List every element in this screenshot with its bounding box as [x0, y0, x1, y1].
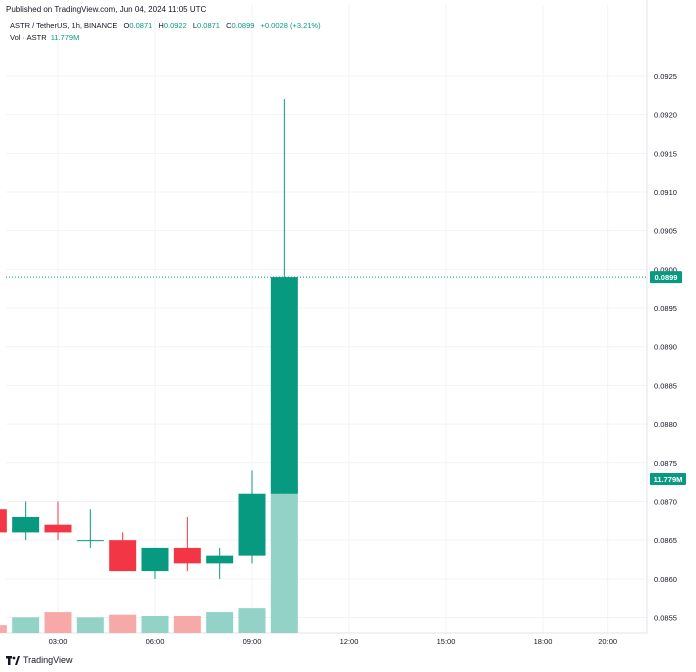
ohlc-values: O0.0871 H0.0922 L0.0871 C0.0899 +0.0028 … [123, 21, 321, 30]
volume-legend: Vol · ASTR 11.779M [10, 33, 79, 42]
price-tick-label: 0.0895 [654, 304, 677, 313]
volume-bar [76, 617, 104, 633]
price-tick-label: 0.0880 [654, 420, 677, 429]
price-tick-label: 0.0855 [654, 614, 677, 623]
candle-body [76, 540, 104, 542]
open-value: 0.0871 [129, 21, 153, 30]
candle-body [44, 524, 72, 533]
volume-bar [0, 625, 7, 633]
volume-bar [109, 614, 137, 633]
close-value: 0.0899 [231, 21, 255, 30]
last-volume-badge [650, 473, 686, 485]
high-value: 0.0922 [163, 21, 187, 30]
candle-body [12, 516, 40, 533]
last-price-badge [650, 271, 682, 284]
candle-body [109, 540, 137, 572]
tradingview-brand: TradingView [23, 655, 73, 665]
time-tick-label: 20:00 [598, 637, 617, 646]
candle-body [0, 509, 7, 533]
volume-bars [0, 479, 298, 633]
price-tick-label: 0.0890 [654, 343, 677, 352]
price-tick-label: 0.0865 [654, 536, 677, 545]
price-axis: 0.0855 0.0860 0.0865 0.0870 0.0875 0.0880 0.08… [654, 72, 677, 623]
time-tick-label: 03:00 [49, 637, 68, 646]
time-tick-label: 06:00 [146, 637, 165, 646]
last-price-label: 0.0899 [655, 273, 678, 282]
last-volume-label: 11.779M [654, 475, 683, 484]
time-tick-label: 15:00 [437, 637, 456, 646]
tradingview-footer: TradingView [6, 655, 73, 665]
chart-grid [6, 0, 648, 634]
price-tick-label: 0.0915 [654, 149, 677, 158]
change-value: +0.0028 (+3.21%) [260, 21, 321, 30]
price-tick-label: 0.0860 [654, 575, 677, 584]
volume-bar [173, 616, 201, 633]
symbol-title: ASTR / TetherUS, 1h, BINANCE [10, 21, 118, 30]
low-value: 0.0871 [197, 21, 220, 30]
volume-bar [12, 617, 40, 633]
tradingview-logo-icon [6, 655, 20, 665]
candle-body [173, 547, 201, 564]
candle-body [206, 555, 234, 564]
time-tick-label: 18:00 [534, 637, 553, 646]
volume-bar [270, 479, 298, 633]
price-tick-label: 0.0875 [654, 459, 677, 468]
price-overlays: 0.0899 11.779M [6, 271, 686, 485]
price-tick-label: 0.0910 [654, 188, 677, 197]
time-tick-label: 09:00 [243, 637, 262, 646]
volume-bar [44, 612, 72, 633]
price-tick-label: 0.0885 [654, 381, 677, 390]
published-line: Published on TradingView.com, Jun 04, 20… [6, 5, 207, 14]
price-tick-label: 0.0905 [654, 227, 677, 236]
time-axis: 03:00 06:00 09:00 12:00 15:00 18:00 20:00 [49, 637, 617, 646]
volume-bar [206, 612, 234, 633]
price-tick-label: 0.0870 [654, 497, 677, 506]
candlesticks [0, 99, 298, 579]
price-tick-label: 0.0920 [654, 111, 677, 120]
candle-body [238, 493, 266, 556]
time-tick-label: 12:00 [340, 637, 359, 646]
price-tick-label: 0.0925 [654, 72, 677, 81]
candle-body [141, 547, 169, 572]
volume-bar [238, 608, 266, 633]
volume-label: Vol · ASTR [10, 33, 47, 42]
volume-value: 11.779M [50, 33, 80, 42]
volume-bar [141, 616, 169, 633]
price-tick-label: 0.0900 [654, 265, 677, 274]
symbol-legend: ASTR / TetherUS, 1h, BINANCE O0.0871 H0.… [10, 21, 321, 30]
candle-body [270, 277, 298, 494]
